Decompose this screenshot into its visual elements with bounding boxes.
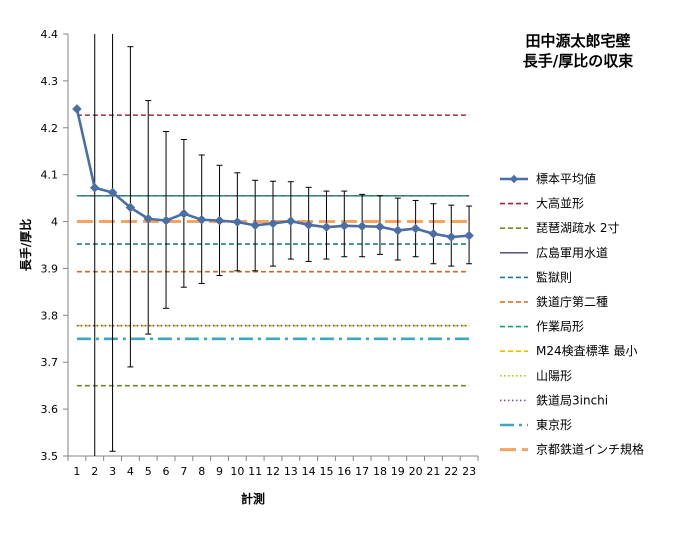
- x-tick-label: 17: [355, 465, 369, 478]
- legend-label: 大高並形: [536, 196, 584, 211]
- data-point-marker: [428, 228, 439, 239]
- data-point-marker: [339, 221, 350, 231]
- x-tick-label: 20: [409, 465, 423, 478]
- y-tick-label: 3.6: [41, 403, 59, 416]
- y-tick-label: 4.3: [41, 75, 59, 88]
- legend-label: 京都鉄道インチ規格: [536, 442, 644, 457]
- x-tick-label: 12: [266, 465, 280, 478]
- y-tick-label: 3.9: [41, 262, 59, 275]
- legend-label: 広島軍用水道: [536, 245, 608, 260]
- data-point-marker: [214, 215, 225, 226]
- chart-title-line-1: 田中源太郎宅壁: [525, 32, 630, 50]
- legend-label: 鉄道局3inchi: [536, 392, 608, 407]
- data-point-marker: [357, 221, 367, 232]
- x-tick-label: 18: [373, 465, 387, 478]
- data-point-marker: [410, 223, 421, 234]
- data-point-marker: [143, 213, 153, 224]
- y-tick-label: 4.1: [41, 169, 59, 182]
- y-tick-label: 3.8: [41, 309, 59, 322]
- plot-area: 3.53.63.73.83.944.14.24.34.41 2 3 4 5 6 7 8 9 10 1…: [41, 28, 479, 478]
- data-point-marker: [286, 216, 296, 226]
- data-point-marker: [375, 221, 385, 232]
- x-tick-label: 7: [180, 465, 187, 478]
- legend-label: M24検査標準 最小: [536, 343, 637, 358]
- legend-label: 標本平均値: [536, 171, 596, 186]
- y-tick-label: 3.7: [41, 356, 59, 369]
- x-tick-label: 5: [145, 465, 152, 478]
- legend-label: 東京形: [536, 418, 572, 432]
- chart-title-line-2: 長手/厚比の収束: [523, 52, 634, 70]
- y-tick-label: 4.4: [41, 28, 59, 41]
- x-tick-label: 11: [248, 465, 262, 478]
- x-tick-label: 13: [284, 465, 298, 478]
- legend-label: 作業局形: [536, 320, 584, 334]
- x-tick-label: 8: [198, 465, 205, 478]
- data-point-marker: [321, 222, 332, 232]
- data-point-marker: [107, 187, 118, 198]
- data-point-marker: [72, 104, 82, 114]
- legend-label: 鉄道庁第二種: [536, 294, 608, 309]
- legend-swatch-marker: [509, 174, 519, 184]
- data-point-marker: [89, 183, 100, 193]
- x-tick-label: 3: [109, 465, 116, 478]
- x-tick-label: 15: [319, 465, 333, 478]
- data-point-marker: [393, 225, 403, 236]
- data-point-marker: [446, 232, 457, 242]
- y-tick-label: 3.5: [41, 450, 59, 463]
- legend-label: 監獄則: [536, 269, 572, 284]
- data-point-marker: [179, 208, 189, 219]
- x-tick-label: 22: [444, 465, 458, 478]
- x-tick-label: 2: [91, 465, 98, 478]
- x-tick-label: 21: [426, 465, 440, 478]
- x-tick-label: 4: [127, 465, 134, 478]
- x-tick-label: 16: [337, 465, 351, 478]
- data-point-marker: [250, 220, 260, 231]
- x-tick-label: 1: [73, 465, 80, 478]
- x-tick-label: 10: [230, 465, 244, 478]
- legend-label: 山陽形: [536, 369, 572, 383]
- y-tick-label: 4: [51, 216, 58, 229]
- data-point-marker: [161, 215, 171, 226]
- x-tick-label: 6: [163, 465, 170, 478]
- data-point-marker: [196, 214, 207, 225]
- x-tick-label: 23: [462, 465, 476, 478]
- data-point-marker: [232, 217, 243, 227]
- data-point-marker: [125, 202, 136, 213]
- x-axis-title: 計測: [241, 491, 265, 506]
- x-tick-label: 14: [302, 465, 316, 478]
- x-tick-label: 19: [391, 465, 405, 478]
- y-axis-title: 長手/厚比: [18, 219, 33, 271]
- y-tick-label: 4.2: [41, 122, 59, 135]
- data-point-marker: [303, 220, 314, 230]
- data-point-marker: [464, 230, 474, 241]
- data-point-marker: [268, 218, 278, 229]
- legend-label: 琵琶湖疏水 2寸: [536, 220, 619, 235]
- x-tick-label: 9: [216, 465, 223, 478]
